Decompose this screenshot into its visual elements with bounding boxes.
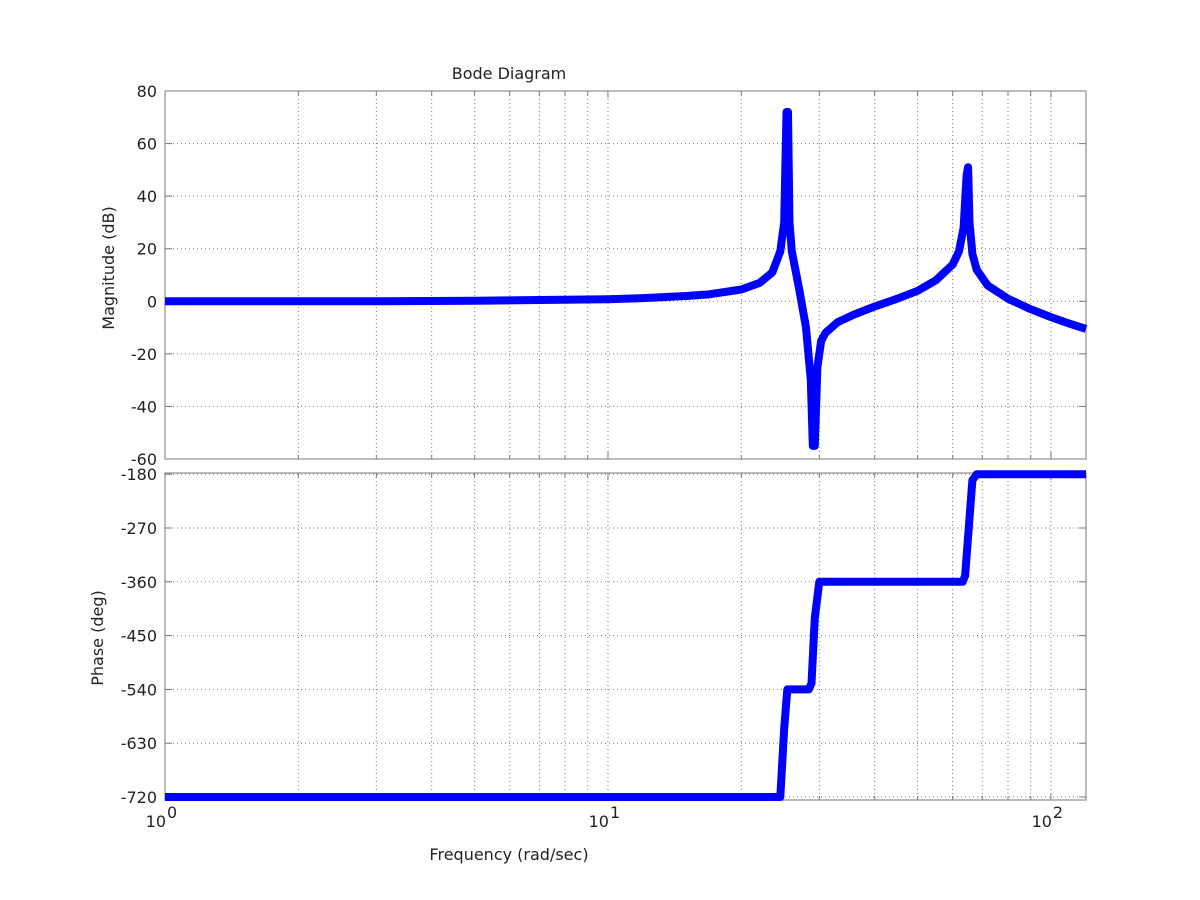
magnitude-ytick-label: 60 xyxy=(137,135,157,154)
magnitude-plot-area xyxy=(164,90,1087,460)
chart-title: Bode Diagram xyxy=(452,64,567,83)
phase-ytick-label: -720 xyxy=(121,788,157,807)
frequency-xtick-exponent: 2 xyxy=(1053,803,1063,822)
magnitude-curve xyxy=(165,108,1088,450)
magnitude-series xyxy=(165,108,1088,450)
frequency-xtick-label: 10 xyxy=(1032,812,1052,831)
magnitude-ytick-label: 80 xyxy=(137,82,157,101)
frequency-xtick-exponent: 0 xyxy=(167,803,177,822)
magnitude-ytick-label: -60 xyxy=(131,450,157,469)
phase-ytick-label: -360 xyxy=(121,573,157,592)
phase-ytick-label: -540 xyxy=(121,680,157,699)
magnitude-ytick-label: 0 xyxy=(147,292,157,311)
magnitude-grid xyxy=(165,91,1086,459)
frequency-xtick-exponent: 1 xyxy=(610,803,620,822)
phase-ytick-label: -450 xyxy=(121,627,157,646)
phase-ytick-label: -270 xyxy=(121,519,157,538)
frequency-xtick-label: 10 xyxy=(589,812,609,831)
magnitude-ticks: -60 -40 -20 0 20 40 60 80 xyxy=(131,82,1086,469)
magnitude-ytick-label: 20 xyxy=(137,240,157,259)
magnitude-axes: -60 -40 -20 0 20 40 60 80 Bode Diagram Magnitud… xyxy=(99,64,1088,469)
frequency-xlabel: Frequency (rad/sec) xyxy=(429,845,588,864)
phase-series xyxy=(165,470,1086,801)
magnitude-ytick-label: -40 xyxy=(131,397,157,416)
phase-ytick-label: -180 xyxy=(121,465,157,484)
phase-plot-area xyxy=(164,472,1087,801)
magnitude-ylabel: Magnitude (dB) xyxy=(99,206,118,329)
phase-curve xyxy=(165,470,1086,801)
phase-ytick-label: -630 xyxy=(121,734,157,753)
magnitude-ytick-label: 40 xyxy=(137,187,157,206)
frequency-xtick-label: 10 xyxy=(146,812,166,831)
phase-ylabel: Phase (deg) xyxy=(88,590,107,686)
magnitude-ytick-label: -20 xyxy=(131,345,157,364)
